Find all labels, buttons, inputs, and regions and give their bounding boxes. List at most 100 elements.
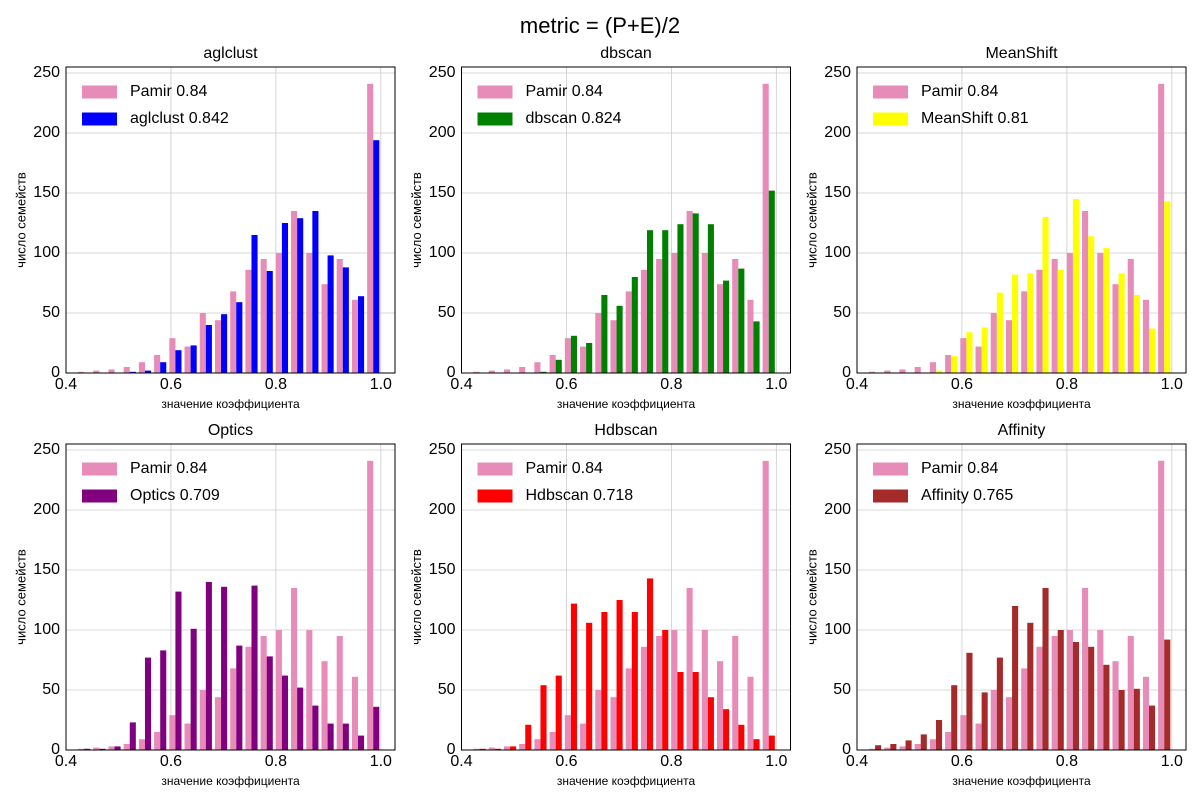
bar bbox=[266, 271, 273, 373]
y-tick-label: 50 bbox=[42, 304, 60, 321]
bar bbox=[281, 675, 289, 750]
bar bbox=[707, 224, 714, 373]
y-tick-label: 100 bbox=[429, 621, 456, 638]
bar bbox=[899, 746, 906, 750]
bar bbox=[616, 305, 623, 373]
legend-swatch bbox=[873, 85, 908, 99]
y-axis-label: число семейств bbox=[409, 172, 424, 268]
bar bbox=[610, 320, 617, 373]
bar bbox=[899, 369, 906, 373]
bar bbox=[945, 732, 952, 750]
bar bbox=[540, 685, 547, 750]
bar bbox=[929, 739, 936, 750]
x-tick-label: 0.4 bbox=[55, 753, 77, 770]
x-tick-label: 0.6 bbox=[951, 753, 973, 770]
figure-title: metric = (P+E)/2 bbox=[520, 13, 680, 38]
bar bbox=[1142, 676, 1150, 750]
y-tick-label: 50 bbox=[42, 681, 60, 698]
bar bbox=[595, 690, 602, 750]
bar bbox=[1072, 199, 1080, 373]
bar bbox=[245, 269, 252, 373]
axes-frame bbox=[65, 443, 396, 751]
x-tick-label: 0.6 bbox=[555, 376, 577, 393]
bar bbox=[1103, 664, 1110, 750]
x-tick-label: 0.6 bbox=[160, 376, 182, 393]
y-tick-label: 250 bbox=[33, 441, 60, 458]
bar bbox=[1072, 642, 1080, 750]
bar bbox=[1012, 606, 1019, 750]
bar bbox=[747, 299, 754, 373]
bar bbox=[738, 724, 745, 750]
x-tick-label: 1.0 bbox=[370, 753, 392, 770]
bar bbox=[1164, 201, 1171, 373]
bar bbox=[114, 746, 121, 750]
bar bbox=[1066, 253, 1073, 373]
bar bbox=[1036, 269, 1043, 373]
legend-swatch bbox=[82, 489, 117, 503]
x-tick-label: 0.8 bbox=[265, 376, 287, 393]
x-tick-label: 1.0 bbox=[1161, 753, 1183, 770]
bar bbox=[230, 668, 237, 750]
bar bbox=[236, 302, 243, 373]
bar bbox=[564, 715, 571, 750]
bar bbox=[662, 630, 669, 750]
bar bbox=[342, 267, 349, 373]
bar bbox=[184, 346, 191, 373]
bar bbox=[190, 345, 197, 373]
bar bbox=[601, 295, 608, 373]
y-tick-label: 0 bbox=[51, 741, 60, 758]
bar bbox=[875, 745, 882, 750]
bar bbox=[716, 661, 724, 750]
bar bbox=[312, 705, 319, 750]
bar bbox=[321, 661, 328, 750]
axes-frame bbox=[461, 443, 791, 751]
y-tick-label: 150 bbox=[429, 184, 456, 201]
bar bbox=[169, 338, 176, 373]
bar bbox=[595, 313, 602, 373]
bar bbox=[519, 744, 526, 750]
bar bbox=[975, 723, 982, 750]
bar bbox=[214, 697, 222, 750]
bar bbox=[1042, 217, 1049, 373]
bar bbox=[1021, 668, 1028, 750]
bar bbox=[160, 362, 167, 373]
bar bbox=[123, 367, 130, 373]
bar bbox=[905, 740, 912, 750]
y-tick-label: 150 bbox=[824, 184, 851, 201]
bar bbox=[144, 370, 152, 373]
legend-label: Pamir 0.84 bbox=[130, 460, 207, 477]
bar bbox=[358, 735, 365, 750]
legend-swatch bbox=[477, 462, 513, 476]
y-tick-label: 200 bbox=[429, 124, 456, 141]
x-tick-label: 0.6 bbox=[160, 753, 182, 770]
bar bbox=[1118, 690, 1125, 750]
bar bbox=[884, 370, 891, 373]
bar bbox=[960, 338, 967, 373]
bar bbox=[692, 672, 699, 750]
bar bbox=[935, 370, 943, 373]
y-tick-label: 200 bbox=[33, 124, 60, 141]
bar bbox=[144, 657, 152, 750]
bar bbox=[327, 723, 334, 750]
bar bbox=[260, 636, 267, 750]
bar bbox=[580, 346, 587, 373]
bar bbox=[884, 747, 891, 750]
x-tick-label: 0.6 bbox=[555, 753, 577, 770]
y-tick-label: 150 bbox=[429, 561, 456, 578]
x-tick-label: 1.0 bbox=[765, 376, 787, 393]
bar bbox=[960, 715, 967, 750]
bar bbox=[214, 320, 222, 373]
subplot-title: Optics bbox=[208, 422, 253, 439]
y-tick-label: 250 bbox=[33, 64, 60, 81]
bar bbox=[84, 748, 91, 750]
bar bbox=[260, 259, 267, 373]
bar bbox=[631, 277, 638, 373]
subplot: Hdbscan значение коэффициента число семейс… bbox=[409, 422, 791, 788]
bar bbox=[488, 747, 495, 750]
y-tick-label: 200 bbox=[824, 124, 851, 141]
bar bbox=[336, 259, 343, 373]
bar bbox=[869, 748, 876, 750]
bar bbox=[473, 748, 480, 750]
x-tick-label: 0.8 bbox=[660, 753, 682, 770]
y-tick-label: 250 bbox=[429, 441, 456, 458]
